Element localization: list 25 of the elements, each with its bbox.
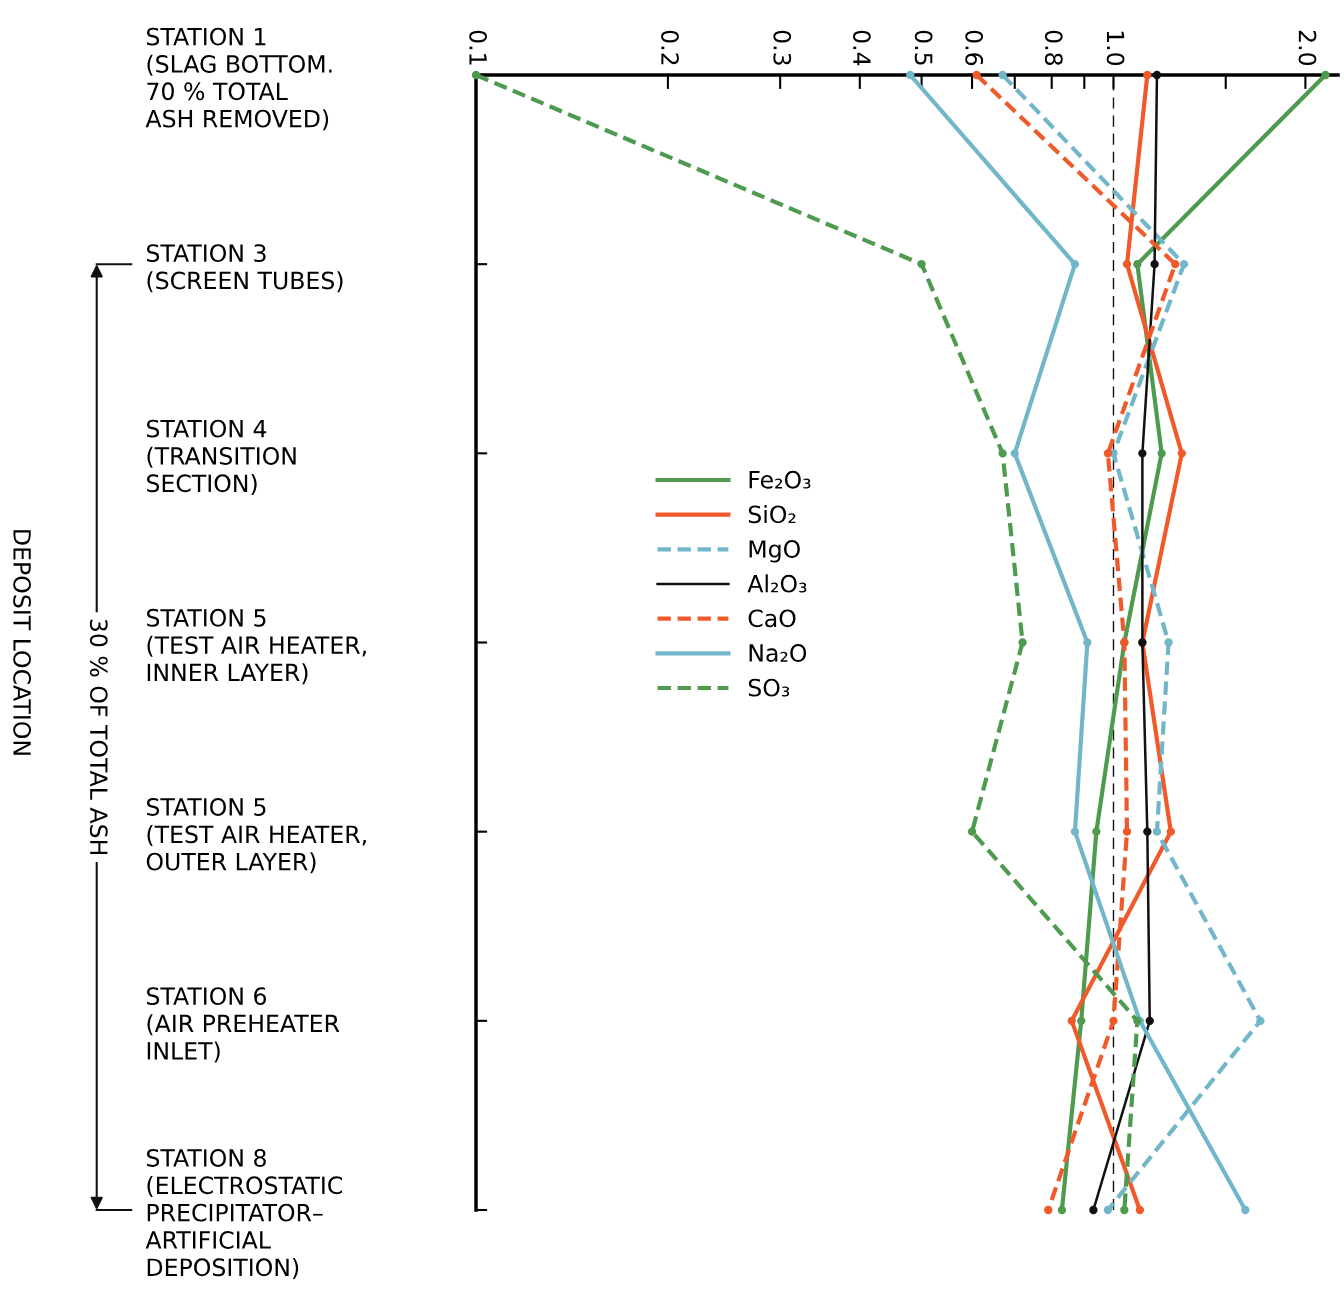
x-tick-label: 0.6 xyxy=(965,30,984,66)
x-tick-label: 0.3 xyxy=(773,30,792,65)
legend-label: CaO xyxy=(748,609,796,628)
x-tick-label: 2.0 xyxy=(1298,30,1317,66)
x-tick-label: 0.1 xyxy=(469,30,488,65)
x-tick-label: 0.8 xyxy=(1044,30,1063,66)
legend-label: SO₃ xyxy=(748,678,790,697)
text: 30 % OF TOTAL ASH xyxy=(89,619,108,854)
legend-label: Al₂O₃ xyxy=(747,574,807,593)
y-tick-label: STATION 8 (ELECTROSTATIC PRECIPITATOR– ARTIFICIAL DEPOSITION) xyxy=(145,1149,343,1279)
x-tick-label: 0.4 xyxy=(852,30,871,66)
legend-label: MgO xyxy=(749,540,800,563)
x-tick-label: 0.2 xyxy=(661,30,679,65)
y-tick-label: STATION 3 (SCREEN TUBES) xyxy=(147,244,343,293)
y-tick-label: STATION 6 (AIR PREHEATER INLET) xyxy=(147,987,340,1063)
x-tick-label: 1.0 xyxy=(1106,31,1125,66)
y-tick-label: STATION 4 (TRANSITION SECTION) xyxy=(147,419,296,495)
y-axis-title: DEPOSIT LOCATION xyxy=(13,530,32,755)
legend-label: Fe₂O₃ xyxy=(749,470,811,489)
y-tick-label: STATION 5 (TEST AIR HEATER, OUTER LAYER) xyxy=(146,798,366,874)
x-tick-label: 0.5 xyxy=(914,30,933,65)
y-tick-label: STATION 1 (SLAG BOTTOM. 70 % TOTAL ASH REMOVED) xyxy=(145,27,332,131)
legend-label: SiO₂ xyxy=(748,505,796,524)
legend-label: Na₂O xyxy=(749,644,807,662)
y-tick-label: STATION 5 (TEST AIR HEATER, INNER LAYER) xyxy=(147,608,366,685)
